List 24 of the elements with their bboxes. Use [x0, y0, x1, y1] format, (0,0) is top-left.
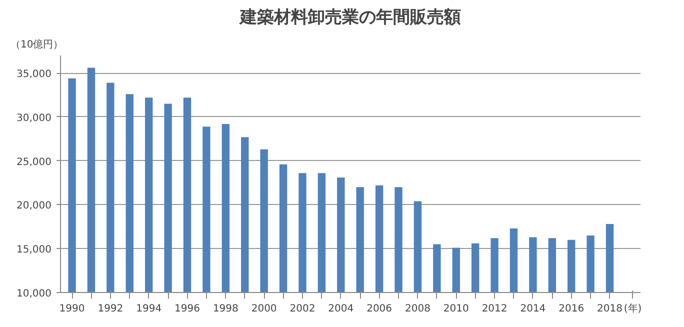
x-axis-title: (年) [624, 302, 642, 314]
x-tick-label: 2000 [251, 304, 277, 314]
x-tick-label: 1992 [98, 304, 124, 314]
x-tick-label: 2010 [443, 304, 469, 314]
x-tick-label: 2004 [328, 304, 354, 314]
y-tick-label: 35,000 [16, 69, 52, 80]
x-tick-label: 2006 [366, 304, 392, 314]
y-axis-title: （10億円） [10, 38, 64, 50]
x-tick-label: 2016 [558, 304, 584, 314]
x-tick-label: 1990 [59, 304, 85, 314]
chart-title: 建築材料卸売業の年間販売額 [238, 8, 461, 28]
x-tick-label: 2012 [482, 304, 508, 314]
x-tick-label: 2008 [404, 304, 430, 314]
x-tick-label: 2002 [290, 304, 316, 314]
x-tick-label: 1998 [212, 304, 238, 314]
y-tick-label: 10,000 [16, 288, 52, 300]
y-tick-label: 30,000 [16, 112, 52, 124]
y-tick-label: 20,000 [16, 200, 52, 212]
x-tick-label: 2014 [520, 304, 546, 314]
x-tick-label: 1994 [136, 304, 162, 314]
x-tick-label: 2018 [597, 304, 622, 314]
y-tick-label: 25,000 [16, 156, 52, 168]
x-tick-label: 1996 [174, 304, 200, 314]
y-tick-label: 15,000 [16, 244, 52, 256]
